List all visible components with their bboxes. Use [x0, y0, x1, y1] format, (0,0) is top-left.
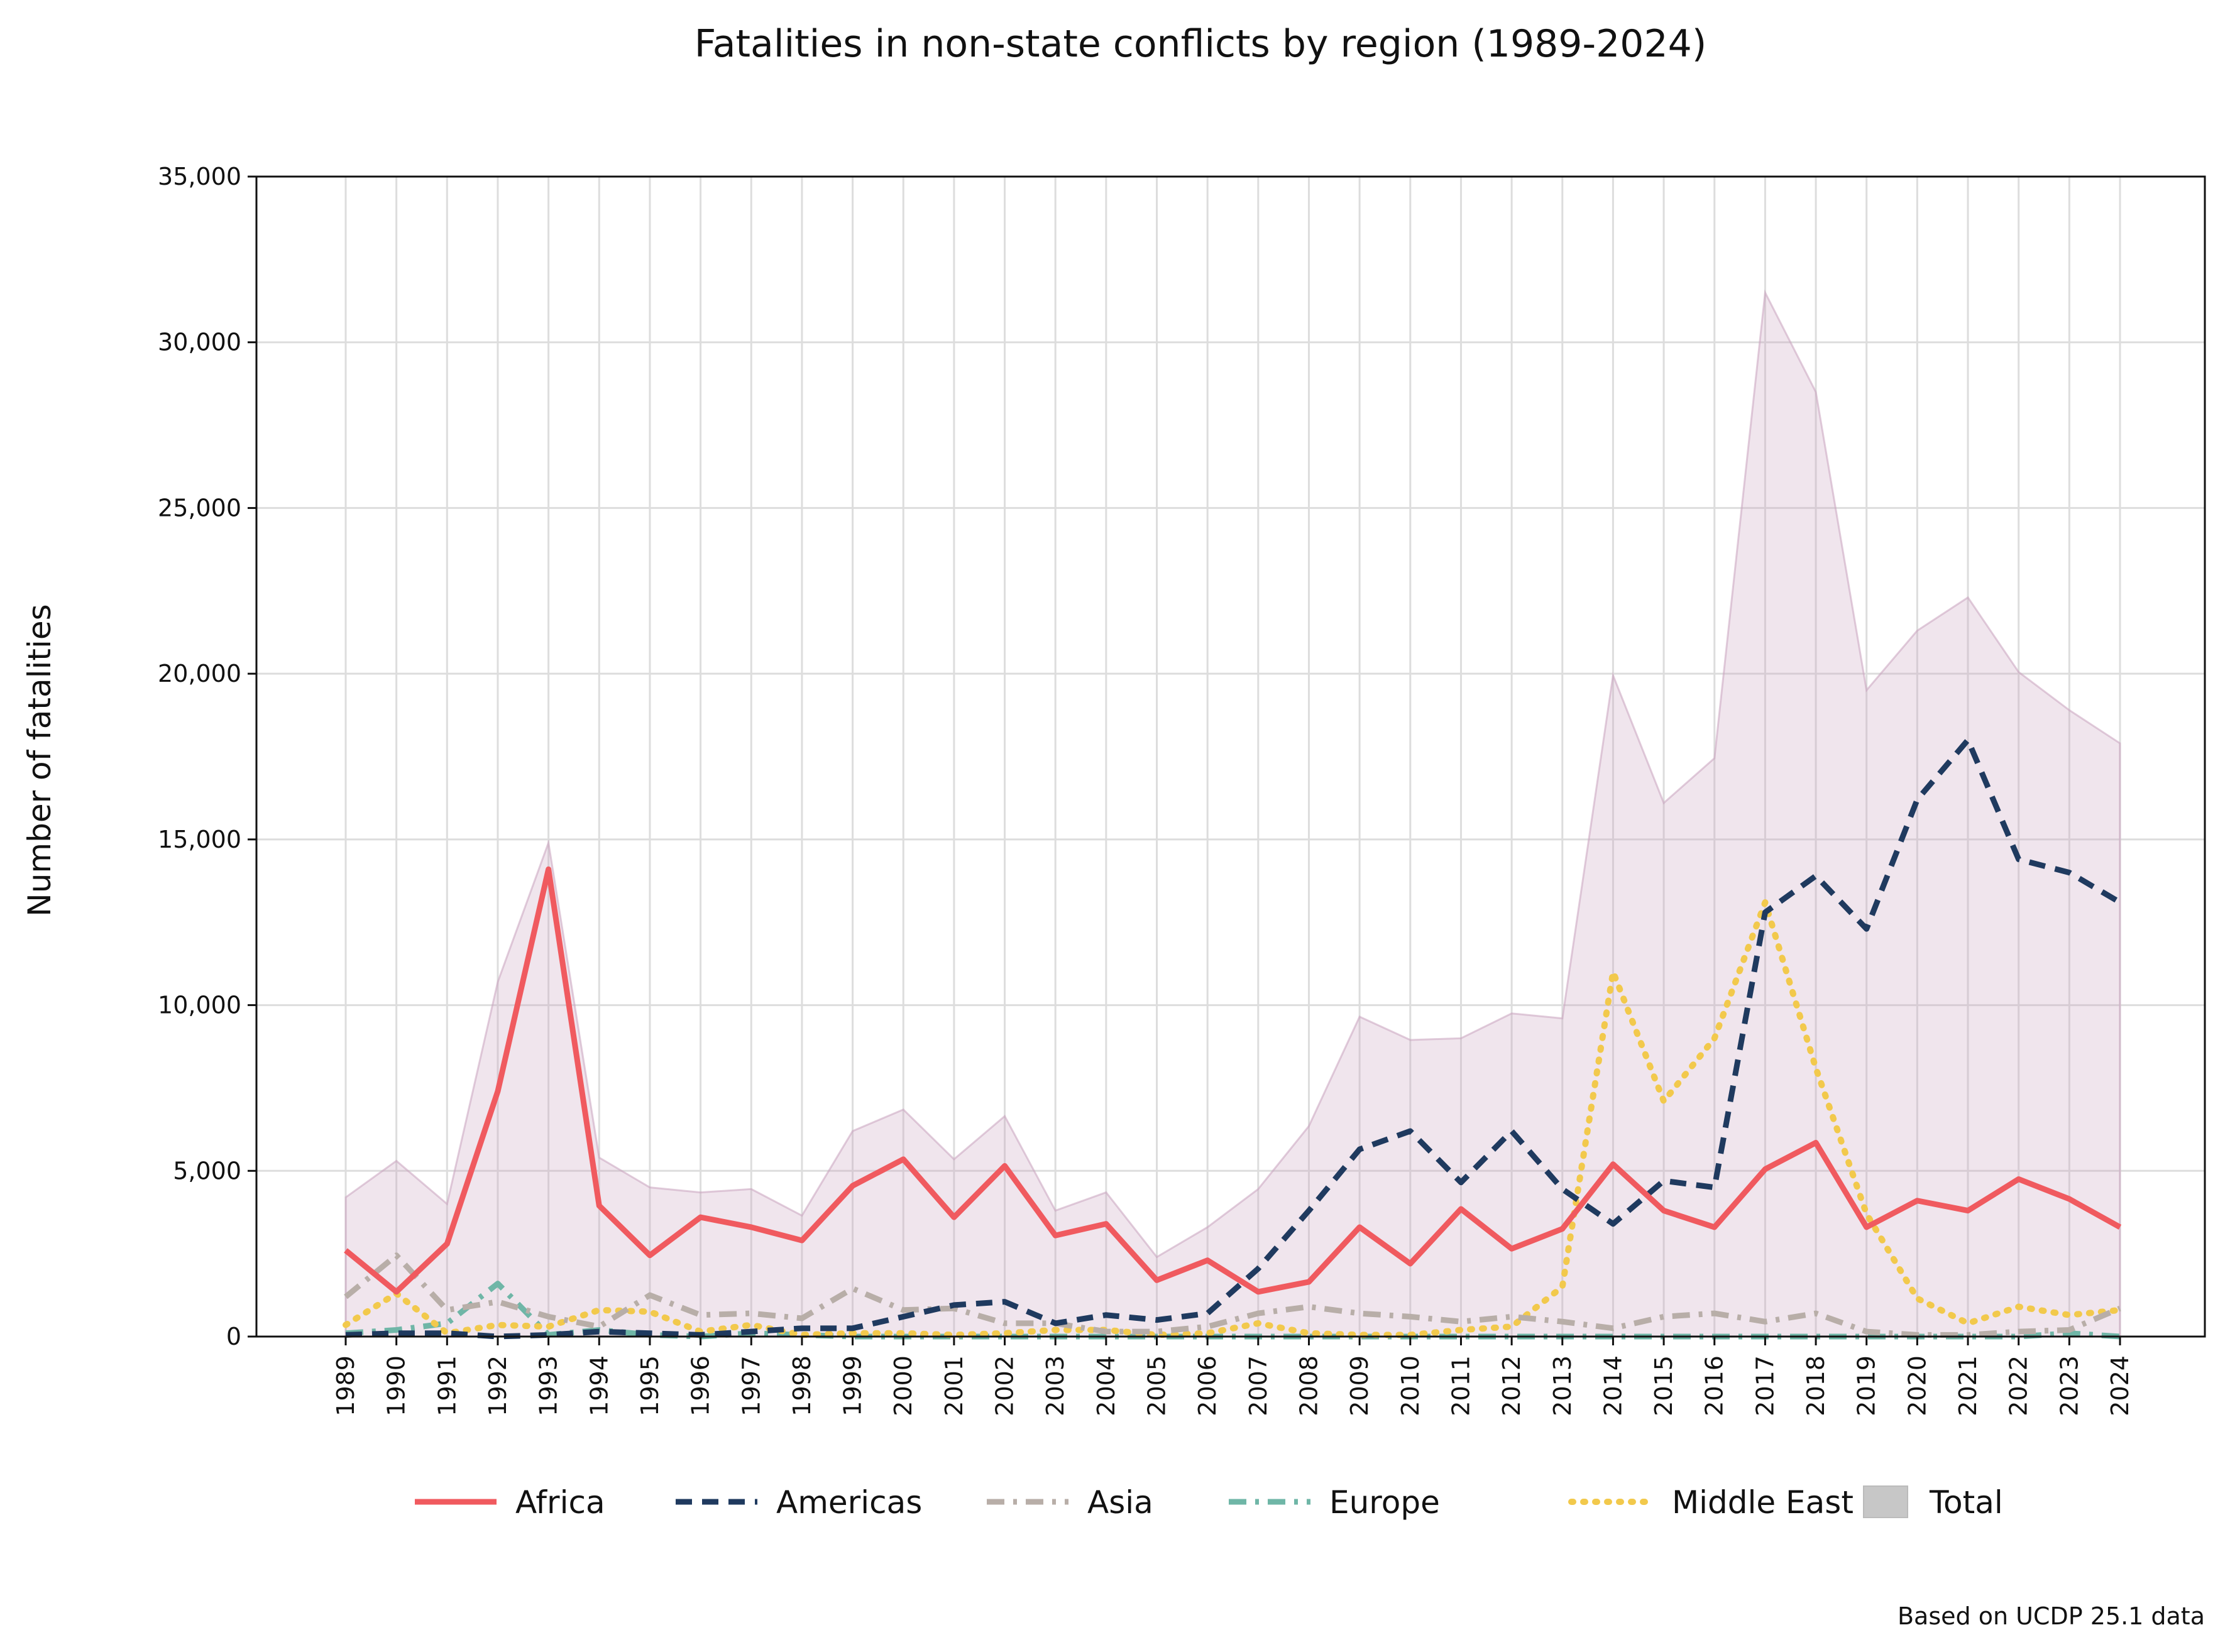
source-note: Based on UCDP 25.1 data [1898, 1602, 2205, 1630]
x-tick-label: 2010 [1397, 1355, 1424, 1416]
series-line-africa [344, 866, 2122, 1295]
legend-label-asia: Asia [1087, 1484, 1153, 1521]
x-tick-label: 2008 [1295, 1355, 1322, 1416]
legend-item-africa: Africa [415, 1484, 605, 1521]
legend: Africa Americas Asia Europe Middle East Total [415, 1484, 2003, 1521]
x-tick-label: 1992 [484, 1355, 512, 1416]
y-tick-label: 30,000 [158, 329, 241, 356]
plot-frame [255, 175, 2206, 1338]
x-tick-label: 2009 [1346, 1355, 1373, 1416]
total-area [344, 289, 2121, 1338]
legend-label-middle-east: Middle East [1672, 1484, 1854, 1521]
x-tick-label: 1993 [535, 1355, 563, 1416]
x-tick-label: 2021 [1954, 1355, 1982, 1416]
x-tick-label: 2007 [1244, 1355, 1272, 1416]
legend-label-europe: Europe [1329, 1484, 1440, 1521]
x-tick-label: 2011 [1447, 1355, 1475, 1416]
area-layer [344, 289, 2121, 1338]
legend-label-americas: Americas [776, 1484, 922, 1521]
legend-label-africa: Africa [515, 1484, 605, 1521]
x-tick-label: 2003 [1041, 1355, 1069, 1416]
axes-layer: 0 5,000 10,000 15,000 20,000 25,000 30,000 35,0… [158, 163, 2206, 1416]
x-tick-label: 1990 [383, 1355, 410, 1416]
x-tick-label: 1994 [585, 1355, 613, 1416]
legend-item-total: Total [1863, 1484, 2003, 1521]
legend-item-europe: Europe [1229, 1484, 1440, 1521]
legend-item-americas: Americas [676, 1484, 922, 1521]
y-tick-label: 35,000 [158, 163, 241, 190]
legend-item-middle-east: Middle East [1568, 1484, 1854, 1521]
x-tick-label: 1996 [687, 1355, 715, 1416]
x-tick-label: 1991 [433, 1355, 461, 1416]
x-tick-label: 2002 [991, 1355, 1019, 1416]
legend-swatch-total [1863, 1485, 1908, 1518]
y-tick-label: 10,000 [158, 992, 241, 1019]
x-tick-label: 2012 [1498, 1355, 1525, 1416]
x-tick-label: 2015 [1650, 1355, 1678, 1416]
series-line-middle-east [343, 899, 2123, 1338]
x-tick-label: 1999 [839, 1355, 867, 1416]
x-tick-label: 1995 [636, 1355, 664, 1416]
series-line-americas [345, 737, 2122, 1340]
x-tick-label: 2005 [1143, 1355, 1171, 1416]
y-tick-label: 5,000 [173, 1157, 241, 1184]
x-tick-label: 2000 [889, 1355, 917, 1416]
x-tick-label: 1998 [788, 1355, 816, 1416]
x-tick-label: 2017 [1751, 1355, 1779, 1416]
y-tick-label: 15,000 [158, 826, 241, 853]
x-tick-label: 2024 [2106, 1355, 2134, 1416]
legend-label-total: Total [1929, 1484, 2003, 1521]
x-tick-label: 2023 [2055, 1355, 2083, 1416]
x-tick-label: 2022 [2005, 1355, 2033, 1416]
x-tick-label: 2019 [1853, 1355, 1881, 1416]
x-tick-label: 2020 [1903, 1355, 1931, 1416]
x-tick-label: 2004 [1092, 1355, 1120, 1416]
x-tick-label: 1989 [332, 1355, 360, 1416]
y-tick-label: 20,000 [158, 660, 241, 687]
y-tick-label: 25,000 [158, 494, 241, 522]
x-tick-label: 2016 [1701, 1355, 1728, 1416]
x-tick-label: 2013 [1549, 1355, 1576, 1416]
x-tick-label: 1997 [737, 1355, 765, 1416]
x-tick-label: 2001 [940, 1355, 968, 1416]
x-tick-label: 2006 [1194, 1355, 1221, 1416]
lines-layer [343, 737, 2123, 1340]
x-tick-label: 2014 [1599, 1355, 1627, 1416]
y-tick-label: 0 [226, 1323, 241, 1350]
chart-title: Fatalities in non-state conflicts by reg… [695, 22, 1706, 66]
legend-item-asia: Asia [987, 1484, 1153, 1521]
x-tick-label: 2018 [1802, 1355, 1830, 1416]
y-axis-label: Number of fatalities [21, 604, 58, 916]
